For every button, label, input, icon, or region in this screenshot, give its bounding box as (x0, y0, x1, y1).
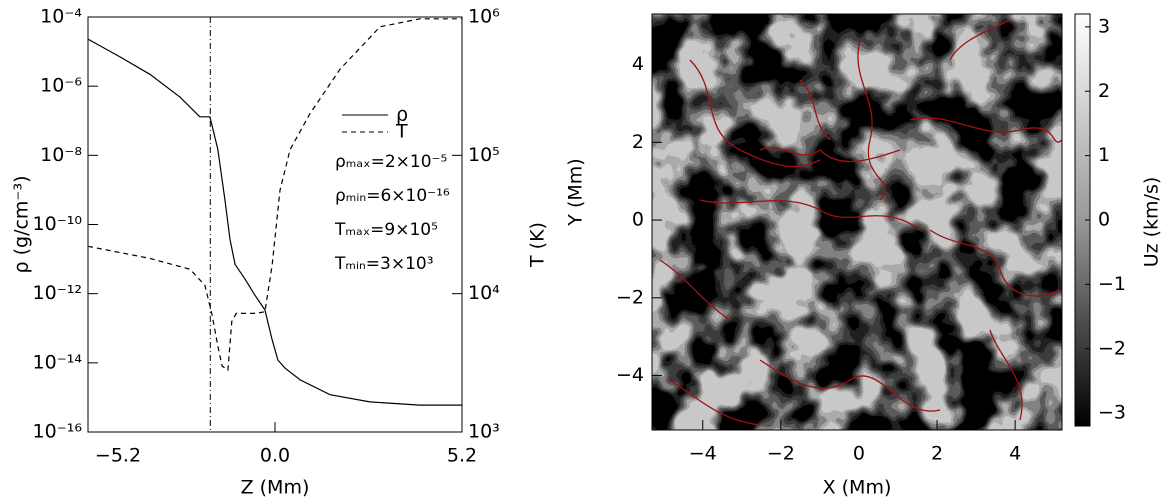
y2-tick-label: 10³ (468, 421, 500, 443)
x-tick-label: −2 (767, 443, 795, 465)
y-axis-label: ρ (g/cm⁻³) (11, 176, 33, 274)
y-tick-label: −4 (616, 364, 644, 386)
y-tick-label: −2 (616, 286, 644, 308)
y2-tick-label: 10⁶ (468, 6, 500, 28)
y-tick-label: 2 (632, 131, 644, 153)
y-tick-label: 4 (632, 53, 644, 75)
y-tick-label: 10⁻¹⁰ (33, 213, 82, 235)
y-tick-label: 0 (632, 209, 644, 231)
legend-label: ρ (396, 104, 408, 126)
plot-frame (651, 13, 1063, 431)
legend-label: T (395, 121, 408, 143)
heatmap-image (652, 14, 1062, 430)
y2-axis-label: T (K) (527, 222, 549, 268)
x-axis-label: Z (Mm) (241, 477, 310, 499)
x-tick-label: 5.2 (447, 445, 477, 467)
annotation: ρₘᵢₙ=6×10⁻¹⁶ (335, 186, 450, 206)
y2-tick-label: 10⁴ (468, 282, 500, 304)
y-tick-label: 10⁻¹⁶ (33, 421, 82, 443)
x-tick-label: 2 (931, 443, 943, 465)
colorbar-tick-label: −3 (1098, 402, 1126, 424)
y-axis-label: Y (Mm) (565, 158, 587, 226)
colorbar-tick-label: −1 (1098, 273, 1126, 295)
annotation: ρₘₐₓ=2×10⁻⁵ (335, 152, 447, 172)
colorbar-tick-label: 2 (1098, 80, 1110, 102)
x-tick-label: −4 (689, 443, 717, 465)
x-tick-label: 4 (1009, 443, 1021, 465)
colorbar-tick-label: 0 (1098, 209, 1110, 231)
data-line (87, 18, 462, 372)
colorbar-tick-label: 1 (1098, 144, 1110, 166)
y-tick-label: 10⁻⁶ (40, 75, 82, 97)
x-tick-label: −5.2 (95, 445, 141, 467)
y-tick-label: 10⁻¹⁴ (33, 351, 83, 373)
x-tick-label: 0 (853, 443, 865, 465)
x-tick-label: 0.0 (260, 445, 290, 467)
x-axis-label: X (Mm) (823, 477, 892, 499)
colorbar-tick-label: −2 (1098, 337, 1126, 359)
colorbar-label: Uz (km/s) (1141, 177, 1163, 268)
y-tick-label: 10⁻¹² (33, 282, 82, 304)
y2-tick-label: 10⁵ (468, 144, 500, 166)
y-tick-label: 10⁻⁴ (40, 6, 82, 28)
y-tick-label: 10⁻⁸ (40, 144, 82, 166)
annotation: Tₘₐₓ=9×10⁵ (334, 220, 438, 240)
colorbar-tick-label: 3 (1098, 15, 1110, 37)
annotation: Tₘᵢₙ=3×10³ (334, 254, 434, 274)
data-line (87, 38, 462, 406)
